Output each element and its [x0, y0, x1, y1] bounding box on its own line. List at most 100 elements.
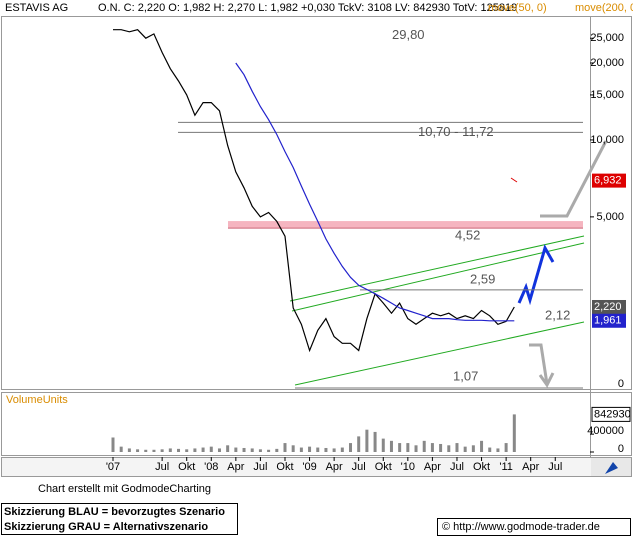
y-tick-label: 15,000	[590, 89, 624, 101]
x-tick-label: Okt	[375, 461, 392, 473]
volume-bar	[512, 414, 516, 452]
chart-title: ESTAVIS AG	[5, 2, 68, 14]
volume-frame	[1, 392, 632, 456]
x-tick-label: Jul	[352, 461, 366, 473]
price-tag	[592, 313, 626, 328]
copyright: © http://www.godmode-trader.de	[442, 521, 600, 533]
price-line	[113, 29, 515, 353]
volume-title: VolumeUnits	[6, 394, 68, 406]
x-tick-label: Apr	[227, 461, 244, 473]
indicator-label: move(200, 0)	[575, 2, 633, 14]
x-tick-label: '08	[204, 461, 218, 473]
volume-bar	[226, 445, 230, 452]
volume-bar	[357, 436, 361, 452]
volume-tick-label: 0	[618, 443, 624, 455]
legend-box	[1, 503, 238, 535]
volume-bar	[299, 447, 303, 452]
x-tick-label: Jul	[155, 461, 169, 473]
volume-bar	[373, 431, 377, 452]
volume-bar	[144, 449, 148, 452]
annotation: 10,70 - 11,72	[418, 124, 494, 139]
x-tick-label: '07	[106, 461, 120, 473]
volume-tick-label: 400000	[587, 425, 624, 437]
x-tick-label: Okt	[178, 461, 195, 473]
quote-line: O.N. C: 2,220 O: 1,982 H: 2,270 L: 1,982…	[98, 2, 517, 14]
x-tick-label: Jul	[548, 461, 562, 473]
y-tick-label: 5,000	[596, 211, 624, 223]
main-frame	[1, 16, 632, 390]
volume-bar	[242, 447, 246, 452]
volume-bar	[480, 440, 484, 452]
price-tag-label: 6,932	[594, 175, 622, 187]
copyright-box	[437, 518, 631, 536]
ma50-dash	[510, 177, 518, 183]
y-tick-label: 10,000	[590, 134, 624, 146]
volume-bar	[136, 449, 140, 452]
volume-bar	[185, 449, 189, 452]
tool-icon[interactable]	[605, 462, 618, 474]
credit: Chart erstellt mit GodmodeCharting	[38, 483, 211, 495]
x-tick-label: Apr	[326, 461, 343, 473]
annotation: 1,07	[453, 368, 478, 383]
volume-bar	[422, 440, 426, 452]
volume-bar	[398, 443, 402, 452]
y-tick-label: 20,000	[590, 57, 624, 69]
x-tick-label: Jul	[450, 461, 464, 473]
price-tag	[592, 173, 626, 188]
volume-bar	[316, 447, 320, 452]
ma-line	[235, 62, 515, 322]
channel-line	[294, 321, 585, 386]
volume-bar	[217, 448, 221, 452]
x-tick-label: Okt	[276, 461, 293, 473]
volume-bar	[177, 448, 181, 452]
x-tick-label: '10	[401, 461, 415, 473]
volume-bar	[389, 440, 393, 452]
trend-channel	[289, 235, 585, 386]
annotation: 2,59	[470, 271, 495, 286]
x-tick-label: '11	[499, 461, 513, 473]
volume-bar	[152, 449, 156, 452]
volume-bar	[209, 446, 213, 452]
volume-bar	[463, 446, 467, 452]
volume-bar	[414, 445, 418, 452]
channel-line	[291, 242, 585, 312]
gray-scenario	[529, 343, 555, 388]
blue-scenario	[517, 244, 555, 306]
volume-bar	[267, 449, 271, 452]
volume-bar	[283, 443, 287, 452]
x-axis-band	[1, 457, 632, 477]
x-tick-label: Apr	[424, 461, 441, 473]
volume-bar	[504, 443, 508, 452]
y-bottom-label: 0	[618, 378, 624, 390]
volume-bar	[381, 438, 385, 452]
volume-bar	[455, 443, 459, 452]
volume-bar	[332, 448, 336, 452]
volume-bar	[439, 443, 443, 452]
volume-bar	[471, 445, 475, 452]
annotation: 2,12	[545, 308, 570, 323]
volume-bar	[365, 429, 369, 452]
volume-bar	[193, 448, 197, 452]
annotation: 4,52	[455, 228, 480, 243]
channel-line	[289, 235, 585, 302]
volume-bar	[258, 449, 262, 452]
volume-bar	[406, 443, 410, 452]
x-tick-label: Apr	[522, 461, 539, 473]
annotation: 29,80	[392, 27, 425, 42]
scenario-note: Skizzierung BLAU = bevorzugtes Szenario	[4, 506, 225, 518]
volume-bar	[111, 437, 115, 452]
volume-bar	[275, 448, 279, 452]
volume-bar	[447, 445, 451, 452]
y-tick-label: 25,000	[590, 32, 624, 44]
volume-bar	[349, 443, 353, 452]
volume-bar	[250, 448, 254, 452]
volume-tag	[591, 406, 631, 422]
volume-tag-label: 842930	[594, 408, 631, 420]
price-tag	[592, 299, 626, 314]
x-tick-label: Okt	[473, 461, 490, 473]
volume-bar	[201, 447, 205, 452]
volume-bar	[488, 447, 492, 452]
indicator-label: move(50, 0)	[488, 2, 547, 14]
volume-bar	[234, 447, 238, 452]
